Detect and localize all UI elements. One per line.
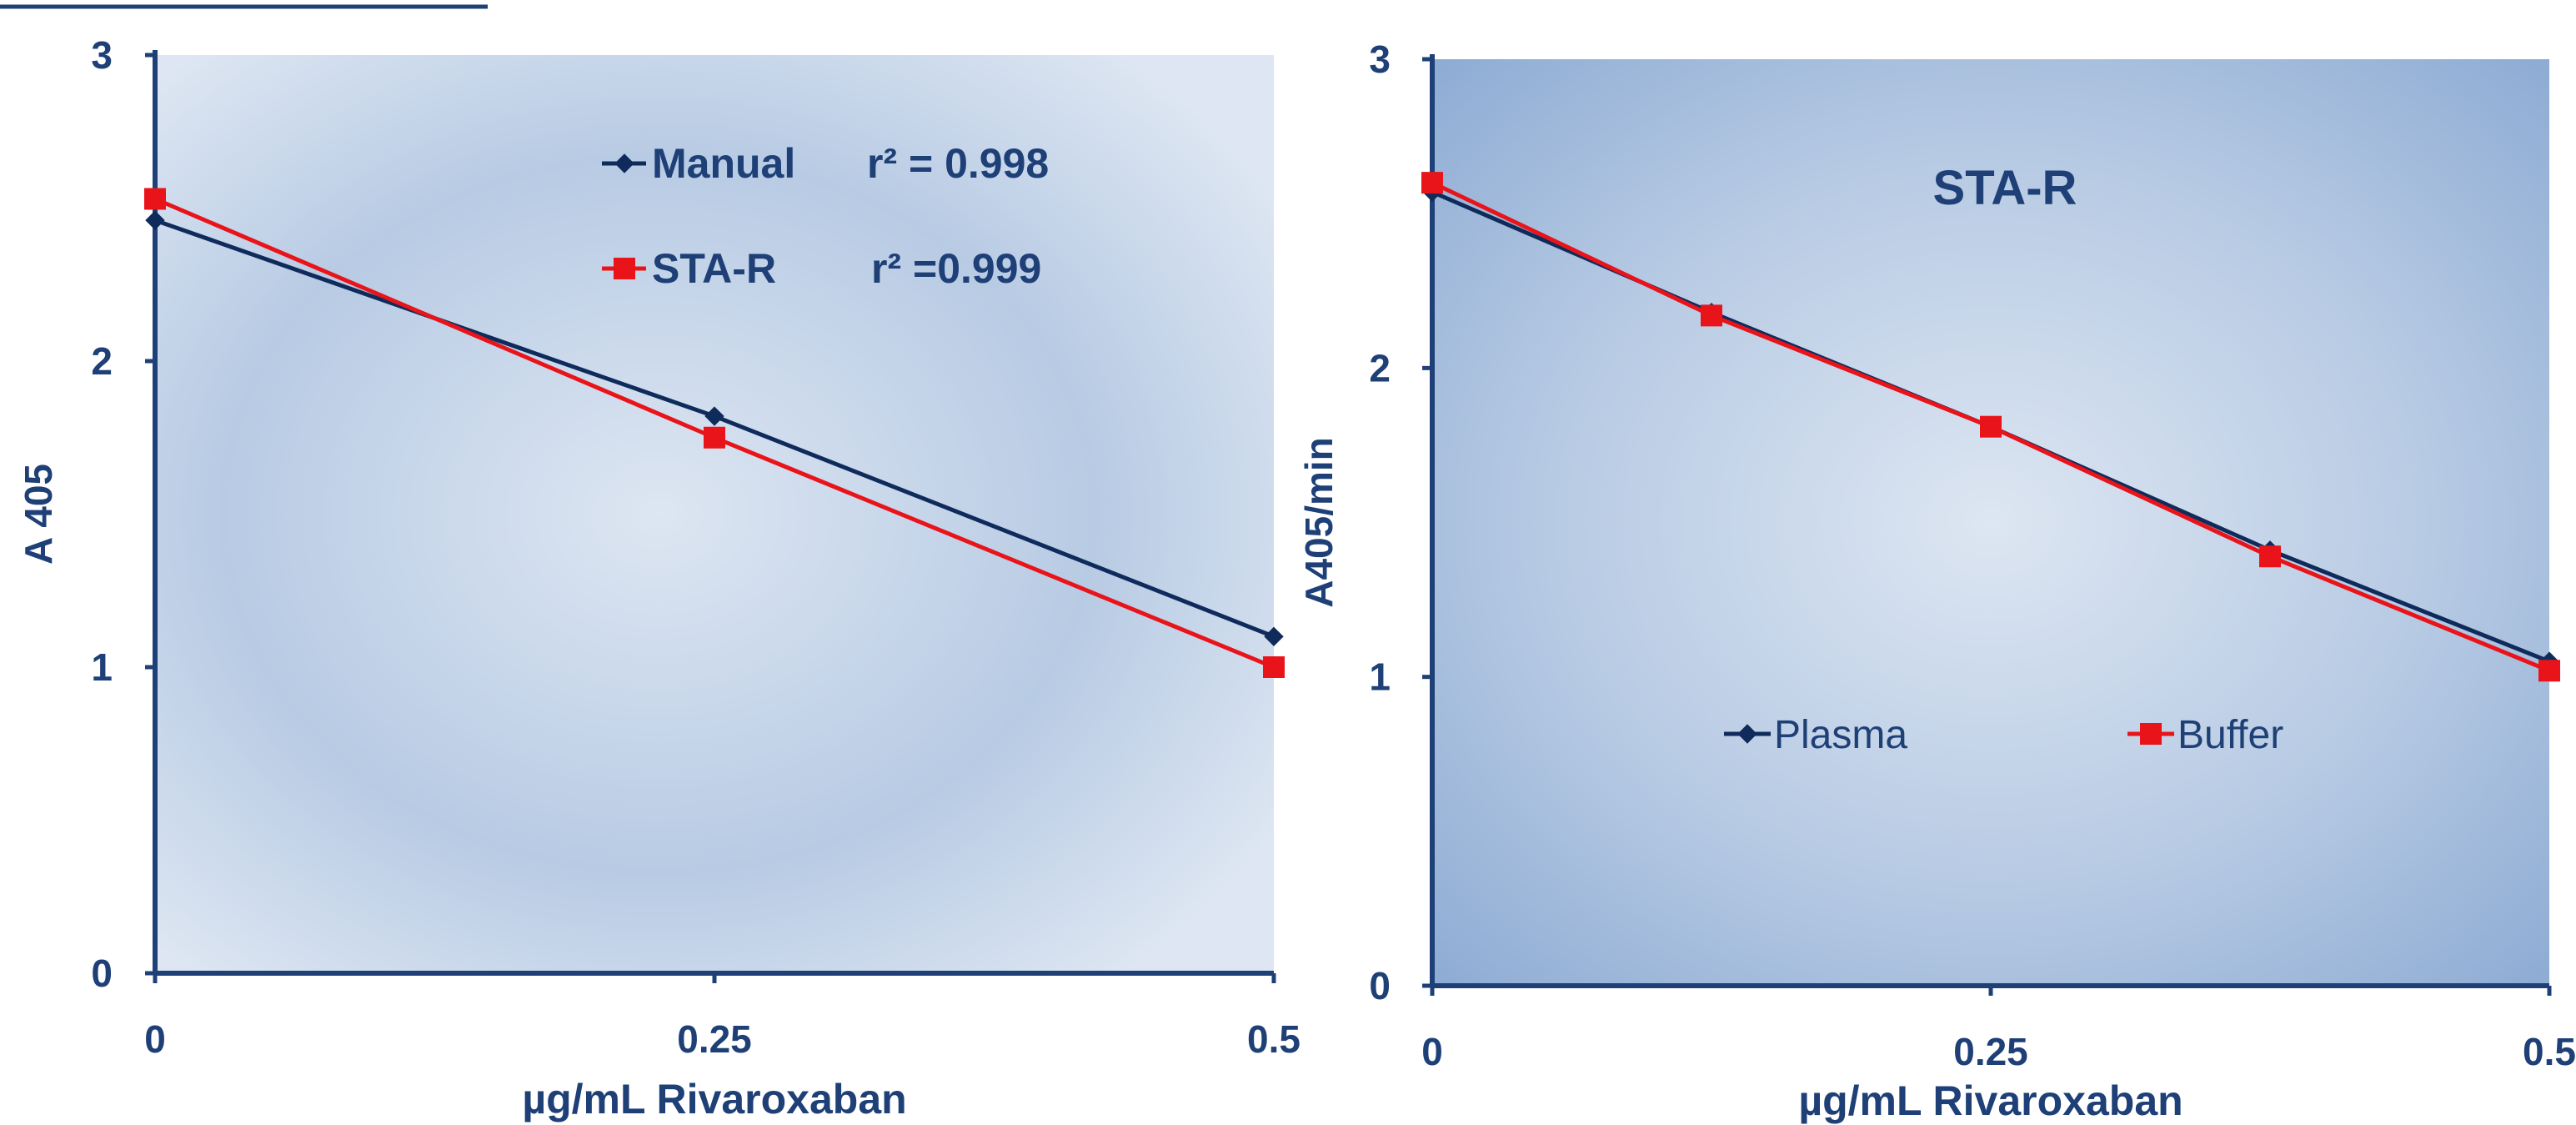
x-tick-label: 0.5: [1247, 1017, 1301, 1061]
y-tick-label: 0: [91, 952, 113, 995]
y-tick-label: 1: [1369, 655, 1391, 699]
data-point-diamond: [704, 406, 724, 426]
legend-marker-square: [614, 258, 635, 279]
x-tick-label: 0: [144, 1017, 166, 1061]
y-tick-label: 3: [1369, 38, 1391, 81]
x-tick-label: 0.25: [677, 1017, 752, 1061]
data-point-square: [1701, 304, 1722, 327]
y-axis-label: A405/min: [1297, 437, 1341, 608]
legend-marker-diamond: [1737, 724, 1757, 744]
y-tick-label: 3: [91, 33, 113, 77]
x-tick-label: 0: [1421, 1030, 1443, 1073]
x-tick-label: 0.25: [1953, 1030, 2028, 1073]
r-squared-label: r² =0.999: [871, 245, 1041, 292]
x-axis-label: µg/mL Rivaroxaban: [522, 1076, 906, 1122]
data-point-square: [1263, 656, 1285, 678]
data-point-square: [144, 188, 166, 210]
data-point-square: [2538, 660, 2560, 682]
chart-title: STA-R: [1933, 161, 2077, 215]
legend-label: Manual: [652, 140, 795, 187]
legend-label: Plasma: [1774, 713, 1907, 757]
y-tick-label: 1: [91, 645, 113, 689]
data-point-diamond: [145, 210, 165, 230]
data-point-square: [1980, 415, 2002, 438]
data-point-square: [704, 426, 725, 449]
legend-marker-square: [2140, 723, 2162, 745]
x-tick-label: 0.5: [2523, 1030, 2576, 1073]
y-axis-label: A 405: [17, 464, 60, 565]
legend-label: STA-R: [652, 245, 776, 292]
legend-label: Buffer: [2178, 713, 2283, 757]
legend-marker-diamond: [614, 153, 634, 173]
plot-area: [155, 55, 1274, 973]
plot-area: [1432, 59, 2549, 986]
data-point-square: [2259, 545, 2281, 568]
y-tick-label: 0: [1369, 964, 1391, 1007]
y-tick-label: 2: [91, 339, 113, 383]
r-squared-label: r² = 0.998: [867, 140, 1049, 187]
data-point-square: [1421, 172, 1443, 194]
x-axis-label: µg/mL Rivaroxaban: [1798, 1077, 2183, 1124]
y-tick-label: 2: [1369, 346, 1391, 389]
data-point-diamond: [1264, 626, 1284, 647]
